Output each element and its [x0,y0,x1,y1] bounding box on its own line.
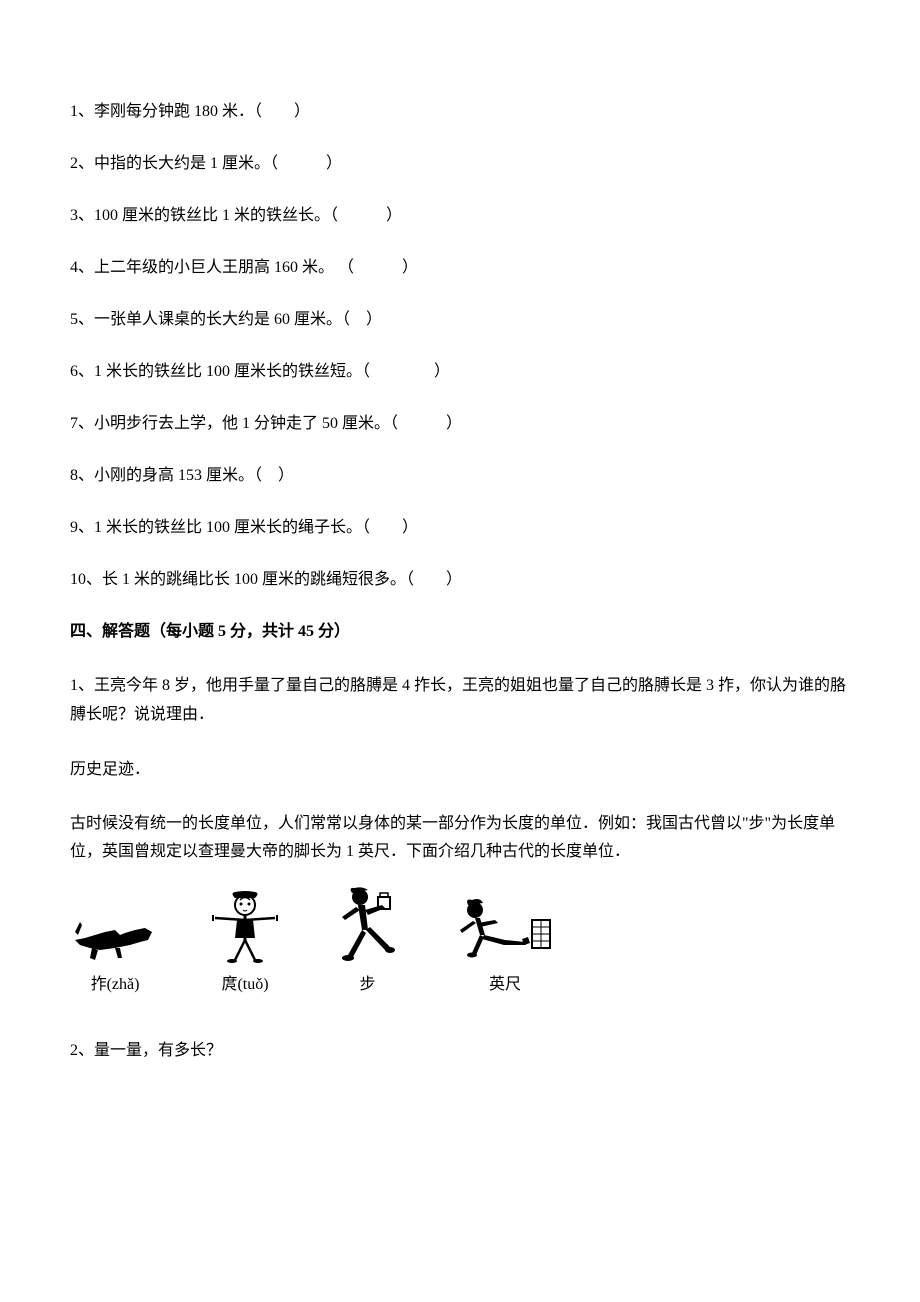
question-6-text: 6、1 米长的铁丝比 100 厘米长的铁丝短。（ ） [70,363,450,380]
question-7-text: 7、小明步行去上学，他 1 分钟走了 50 厘米。（ ） [70,415,462,432]
question-2-text: 2、中指的长大约是 1 厘米。（ ） [70,155,342,172]
question-5-text: 5、一张单人课桌的长大约是 60 厘米。（ ） [70,311,382,328]
question-1: 1、李刚每分钟跑 180 米．（ ） [70,100,850,124]
yingchi-label: 英尺 [489,973,521,997]
question-1-text: 1、李刚每分钟跑 180 米．（ ） [70,103,310,120]
problem-1-text: 1、王亮今年 8 岁，他用手量了量自己的胳膊是 4 拃长，王亮的姐姐也量了自己的… [70,677,846,723]
question-10-text: 10、长 1 米的跳绳比长 100 厘米的跳绳短很多。（ ） [70,571,462,588]
section-4-header: 四、解答题（每小题 5 分，共计 45 分） [70,620,850,644]
yingchi-foot-icon [450,895,560,965]
problem-1: 1、王亮今年 8 岁，他用手量了量自己的胳膊是 4 拃长，王亮的姐姐也量了自己的… [70,672,850,730]
bu-walking-icon [330,895,405,965]
problem-2-text: 2、量一量，有多长？ [70,1042,222,1059]
tuo-label: 庹(tuǒ) [221,973,268,997]
question-3: 3、100 厘米的铁丝比 1 米的铁丝长。（ ） [70,204,850,228]
history-header: 历史足迹． [70,758,850,782]
unit-tuo: 庹(tuǒ) [205,895,285,997]
history-text-content: 古时候没有统一的长度单位，人们常常以身体的某一部分作为长度的单位．例如：我国古代… [70,815,835,861]
question-8: 8、小刚的身高 153 厘米。（ ） [70,464,850,488]
ancient-units-row: 拃(zhǎ) 庹(tuǒ) [70,895,850,997]
question-4: 4、上二年级的小巨人王朋高 160 米。 （ ） [70,256,850,280]
question-5: 5、一张单人课桌的长大约是 60 厘米。（ ） [70,308,850,332]
problem-2: 2、量一量，有多长？ [70,1037,850,1066]
history-text: 古时候没有统一的长度单位，人们常常以身体的某一部分作为长度的单位．例如：我国古代… [70,810,850,868]
question-3-text: 3、100 厘米的铁丝比 1 米的铁丝长。（ ） [70,207,402,224]
zha-label: 拃(zhǎ) [91,973,140,997]
question-7: 7、小明步行去上学，他 1 分钟走了 50 厘米。（ ） [70,412,850,436]
question-9: 9、1 米长的铁丝比 100 厘米长的绳子长。（ ） [70,516,850,540]
unit-yingchi: 英尺 [450,895,560,997]
section-4-header-text: 四、解答题（每小题 5 分，共计 45 分） [70,623,350,640]
question-6: 6、1 米长的铁丝比 100 厘米长的铁丝短。（ ） [70,360,850,384]
tuo-person-icon [205,895,285,965]
bu-label: 步 [359,973,375,997]
question-4-text: 4、上二年级的小巨人王朋高 160 米。 （ ） [70,259,418,276]
question-8-text: 8、小刚的身高 153 厘米。（ ） [70,467,294,484]
zha-hand-icon [70,895,160,965]
question-2: 2、中指的长大约是 1 厘米。（ ） [70,152,850,176]
unit-bu: 步 [330,895,405,997]
history-header-text: 历史足迹． [70,761,150,778]
question-10: 10、长 1 米的跳绳比长 100 厘米的跳绳短很多。（ ） [70,568,850,592]
question-9-text: 9、1 米长的铁丝比 100 厘米长的绳子长。（ ） [70,519,418,536]
unit-zha: 拃(zhǎ) [70,895,160,997]
